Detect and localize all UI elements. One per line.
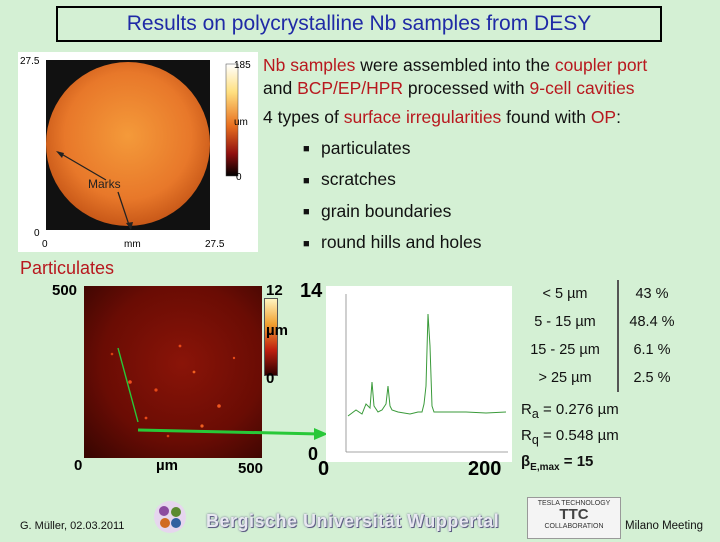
beta-value: βE,max = 15 <box>521 453 594 473</box>
bottom-map-colorbar <box>264 298 278 376</box>
top-map-x-right: 27.5 <box>205 239 225 250</box>
bottom-map-y-top: 500 <box>52 282 78 299</box>
roughness-values: Ra = 0.276 µm Rq = 0.548 µm βE,max = 15 <box>521 399 619 479</box>
meeting-name: Milano Meeting <box>625 520 703 532</box>
bottom-map-x-unit: µm <box>156 457 178 474</box>
slide-title: Results on polycrystalline Nb samples fr… <box>56 6 662 42</box>
findings-text: Nb samples were assembled into the coupl… <box>263 54 713 259</box>
table-row: 15 - 25 µm 6.1 % <box>513 336 685 364</box>
profile-x-right: 200 <box>468 458 502 480</box>
bullet-line-2: and BCP/EP/HPR processed with 9-cell cav… <box>263 78 635 98</box>
irregularity-list: ■ particulates ■ scratches ■ grain boundari… <box>303 133 713 259</box>
square-bullet-icon: ■ <box>303 206 310 219</box>
list-item: ■ particulates <box>303 133 713 164</box>
marks-annotation: Marks <box>88 177 121 191</box>
bottom-map-x-right: 500 <box>238 460 264 477</box>
particle-size-table: < 5 µm 43 % 5 - 15 µm 48.4 % 15 - 25 µm … <box>513 280 685 392</box>
rq-value: Rq = 0.548 µm <box>521 427 619 447</box>
ttc-logo: TESLA TECHNOLOGY TTC COLLABORATION <box>527 497 621 539</box>
bottom-map-scale-unit: µm <box>266 322 288 339</box>
particulates-label: Particulates <box>20 258 115 278</box>
bullet-line-1: Nb samples were assembled into the coupl… <box>263 55 648 75</box>
bullet-line-3: 4 types of surface irregularities found … <box>263 107 621 127</box>
bottom-map-scale-bottom: 0 <box>266 370 275 387</box>
sample-surface-map <box>18 52 258 252</box>
square-bullet-icon: ■ <box>303 143 310 156</box>
list-item: ■ round hills and holes <box>303 227 713 258</box>
profile-y-top: 14 <box>300 280 323 302</box>
bottom-map-scale-top: 12 <box>266 282 283 299</box>
profile-connector-arrow <box>120 420 330 450</box>
table-row: < 5 µm 43 % <box>513 280 685 308</box>
top-map-y-top: 27.5 <box>20 56 40 67</box>
table-row: > 25 µm 2.5 % <box>513 364 685 392</box>
author-date: G. Müller, 02.03.2011 <box>20 520 125 532</box>
profile-y-bottom: 0 <box>308 444 319 464</box>
university-logo-icon <box>150 497 190 537</box>
top-map-x-left: 0 <box>42 239 48 250</box>
university-name: Bergische Universität Wuppertal <box>206 511 500 531</box>
top-map-y-bottom: 0 <box>34 228 40 239</box>
top-map-x-unit: mm <box>124 239 141 250</box>
list-item: ■ grain boundaries <box>303 196 713 227</box>
square-bullet-icon: ■ <box>303 174 310 187</box>
ra-value: Ra = 0.276 µm <box>521 401 619 421</box>
square-bullet-icon: ■ <box>303 237 310 250</box>
top-map-scale-unit: um <box>234 117 248 128</box>
height-profile-plot <box>326 286 512 462</box>
table-row: 5 - 15 µm 48.4 % <box>513 308 685 336</box>
top-map-scale-top: 185 <box>234 60 251 71</box>
bottom-map-x-left: 0 <box>74 457 83 474</box>
top-map-scale-bottom: 0 <box>236 172 242 183</box>
list-item: ■ scratches <box>303 164 713 195</box>
profile-x-left: 0 <box>318 458 330 480</box>
